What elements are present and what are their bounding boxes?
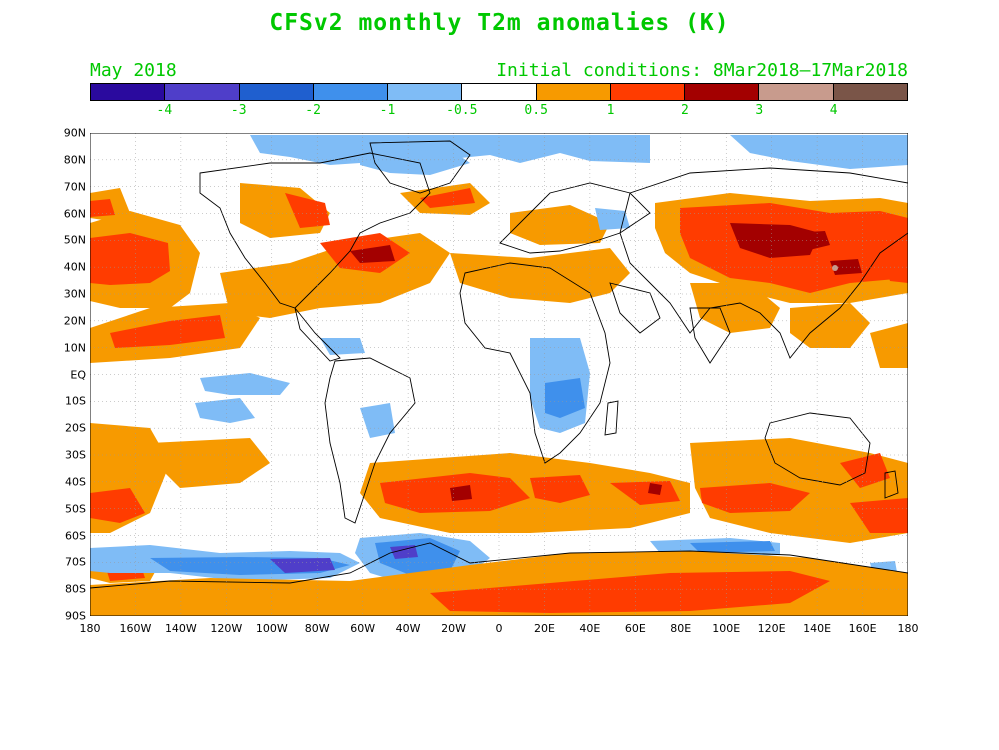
color-scale-tick-label: 2 [680,103,689,118]
latitude-label: 10S [65,394,86,408]
longitude-label: 140W [164,622,197,635]
longitude-label: 80E [670,622,692,635]
color-scale-cell [610,84,686,100]
latitude-label: 30S [65,448,86,462]
longitude-label: 140E [803,622,832,635]
latitude-label: 20S [65,421,86,435]
latitude-label: 70S [65,555,86,569]
latitude-label: 10N [63,341,86,355]
color-scale-cell [759,84,834,100]
longitude-label: 180 [897,622,919,635]
color-scale-tick-label: -0.5 [446,103,478,118]
longitude-label: 20E [533,622,555,635]
longitude-label: 80W [304,622,330,635]
color-scale-cell [685,84,760,100]
color-scale-cell [239,84,314,100]
latitude-label: 40N [63,260,86,274]
longitude-label: 40E [579,622,601,635]
color-scale-tick-label: -2 [305,103,321,118]
antarctica-warm [90,551,908,616]
latitude-label: 20N [63,314,86,328]
southern-ocean-warm [90,423,908,583]
north-atlantic-warm [220,183,630,318]
latitude-label: 30N [63,287,86,301]
color-scale-cell [833,84,907,100]
color-scale-tick-label: 4 [829,103,838,118]
color-scale-bar [90,83,908,101]
color-scale-tick-label: -4 [156,103,173,118]
latitude-label: 60N [63,207,86,220]
antarctic-cool [90,533,898,585]
color-scale-tick-label: 1 [606,103,615,118]
asia-warm [655,193,908,368]
latitude-label: 50S [65,502,86,516]
longitude-label: 0 [495,622,503,635]
longitude-label: 60E [624,622,646,635]
latitude-label: 70N [63,180,86,194]
latitude-label: 80S [65,582,86,596]
longitude-label: 120E [757,622,786,635]
longitude-label: 60W [350,622,376,635]
coastlines [90,140,908,589]
color-scale-tick-label: 3 [755,103,764,118]
initial-conditions-label: Initial conditions: 8Mar2018–17Mar2018 [496,60,908,81]
longitude-label: 180 [79,622,101,635]
longitude-label: 100W [255,622,288,635]
north-pacific-warm [90,188,260,363]
tropical-cool [195,208,630,438]
latitude-label: 60S [65,529,86,542]
color-scale-cell [388,84,463,100]
latitude-label: 40S [65,475,86,489]
longitude-label: 20W [441,622,466,635]
map-title: CFSv2 monthly T2m anomalies (K) [269,10,730,36]
longitude-label: 120W [210,622,243,635]
anomaly-map [90,133,908,616]
color-scale-tick-label: 0.5 [524,103,548,118]
color-scale-tick-label: -1 [379,103,396,118]
latitude-label: 90N [63,126,86,140]
longitude-label: 160E [848,622,877,635]
color-scale-tick-label: -3 [230,103,247,118]
latitude-label: 80N [63,153,86,167]
color-scale-cell [313,84,389,100]
longitude-label: 100E [712,622,741,635]
valid-month-label: May 2018 [90,60,177,81]
color-scale-cell [165,84,240,100]
lat-lon-grid [90,133,908,616]
latitude-label: 50N [63,233,86,247]
latitude-label: 90S [65,609,86,623]
color-scale-cell [91,84,166,100]
color-scale-cell [536,84,611,100]
longitude-label: 40W [395,622,421,635]
arctic-cool-anomaly [250,135,908,175]
longitude-label: 160W [119,622,152,635]
color-scale-cell [462,84,537,100]
latitude-label: EQ [70,368,86,381]
